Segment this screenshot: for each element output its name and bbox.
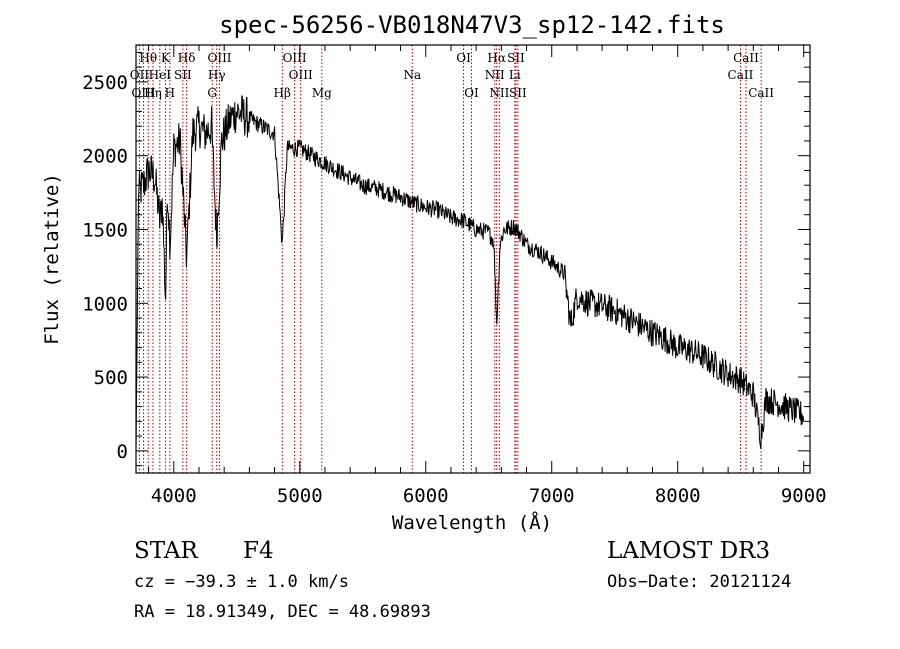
object-type: STAR	[134, 538, 198, 564]
line-label: OIII	[289, 68, 313, 82]
line-label: Na	[403, 68, 421, 82]
y-tick-label: 0	[117, 441, 128, 463]
spectrum-series	[135, 95, 805, 451]
line-label: Hγ	[208, 68, 226, 82]
y-axis-label: Flux (relative)	[41, 173, 63, 345]
y-tick-label: 1500	[82, 219, 128, 241]
y-tick-label: 2000	[82, 146, 128, 168]
line-label: CaII	[733, 51, 759, 65]
x-tick-label: 6000	[403, 485, 449, 507]
line-label: OIII	[207, 51, 231, 65]
sky-coordinates: RA = 18.91349, DEC = 48.69893	[134, 602, 431, 622]
y-axis: 0 500 1000 1500 2000 2500	[82, 51, 810, 467]
x-tick-label: 7000	[529, 485, 575, 507]
x-tick-label: 9000	[781, 485, 827, 507]
line-label: OII	[130, 68, 150, 82]
chart-title: spec-56256-VB018N47V3_sp12-142.fits	[219, 11, 725, 39]
line-label: NII	[485, 68, 505, 82]
line-label: HeI	[149, 68, 172, 82]
line-label: H	[165, 86, 175, 100]
line-label: G	[207, 86, 217, 100]
line-label: SII	[507, 51, 525, 65]
line-label: CaII	[748, 86, 774, 100]
y-tick-label: 2500	[82, 72, 128, 94]
line-label: Hη	[144, 86, 162, 100]
x-axis: 4000 5000 6000 7000 8000 9000	[148, 45, 827, 507]
line-label: Hα	[487, 51, 506, 65]
y-tick-label: 500	[94, 367, 128, 389]
line-label: NII	[489, 86, 509, 100]
line-label: OI	[456, 51, 471, 65]
line-label: Hθ	[139, 51, 157, 65]
line-label: K	[161, 51, 171, 65]
line-label: OIII	[132, 86, 156, 100]
line-label: OIII	[283, 51, 307, 65]
x-tick-label: 4000	[151, 485, 197, 507]
line-label: SII	[174, 68, 192, 82]
y-tick-label: 1000	[82, 293, 128, 315]
line-label: Hδ	[178, 51, 196, 65]
observation-date: Obs−Date: 20121124	[607, 572, 792, 592]
line-label: Li	[509, 68, 521, 82]
line-label: Hβ	[274, 86, 291, 100]
line-label: CaII	[728, 68, 754, 82]
spectral-subclass: F4	[243, 538, 274, 564]
spectrum-line	[135, 95, 805, 451]
x-axis-label: Wavelength (Å)	[392, 511, 552, 534]
redshift-velocity: cz = −39.3 ± 1.0 km/s	[134, 572, 349, 592]
line-label: SII	[509, 86, 527, 100]
x-tick-label: 8000	[655, 485, 701, 507]
survey-name: LAMOST DR3	[607, 538, 771, 564]
line-label: OI	[464, 86, 479, 100]
line-label: Mg	[312, 86, 332, 100]
x-tick-label: 5000	[277, 485, 323, 507]
